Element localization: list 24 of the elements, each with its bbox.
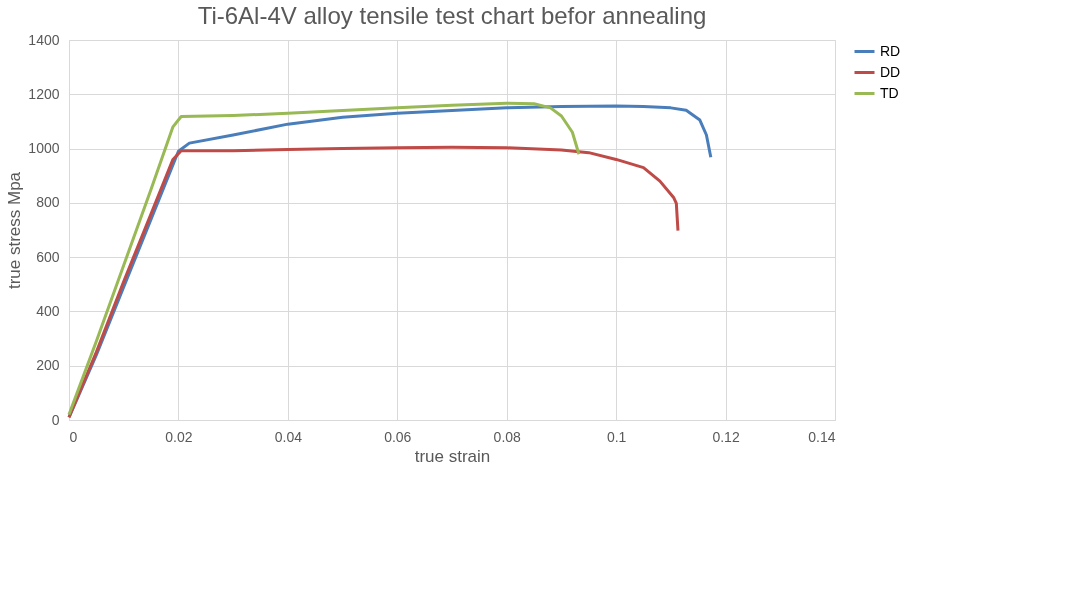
- y-tick-label: 600: [36, 248, 60, 265]
- legend-label: DD: [880, 63, 901, 80]
- y-tick-label: 800: [36, 194, 60, 211]
- line-series: [67, 101, 581, 417]
- x-tick-label: 0.02: [165, 428, 193, 445]
- y-tick-label: 1400: [28, 31, 60, 48]
- x-tick-label: 0.06: [384, 428, 412, 445]
- x-axis-title: true strain: [414, 446, 491, 466]
- legend-label: TD: [880, 84, 899, 101]
- x-tick-label: 0.08: [493, 428, 522, 445]
- x-tick-label: 0.14: [808, 428, 836, 445]
- x-tick-label: 0.12: [712, 428, 740, 445]
- y-tick-label: 0: [51, 411, 60, 428]
- y-tick-label: 200: [36, 357, 60, 374]
- x-tick-label: 0.04: [274, 428, 303, 445]
- line-series: [67, 145, 680, 419]
- chart-title: Ti-6Al-4V alloy tensile test chart befor annealing: [197, 2, 707, 29]
- x-tick-label: 0.1: [606, 428, 627, 445]
- y-axis-title: true stress Mpa: [5, 171, 25, 290]
- legend-label: RD: [880, 42, 901, 59]
- y-tick-label: 400: [36, 302, 60, 319]
- y-tick-label: 1000: [28, 140, 60, 157]
- y-tick-label: 1200: [28, 85, 60, 102]
- x-tick-label: 0: [69, 428, 78, 445]
